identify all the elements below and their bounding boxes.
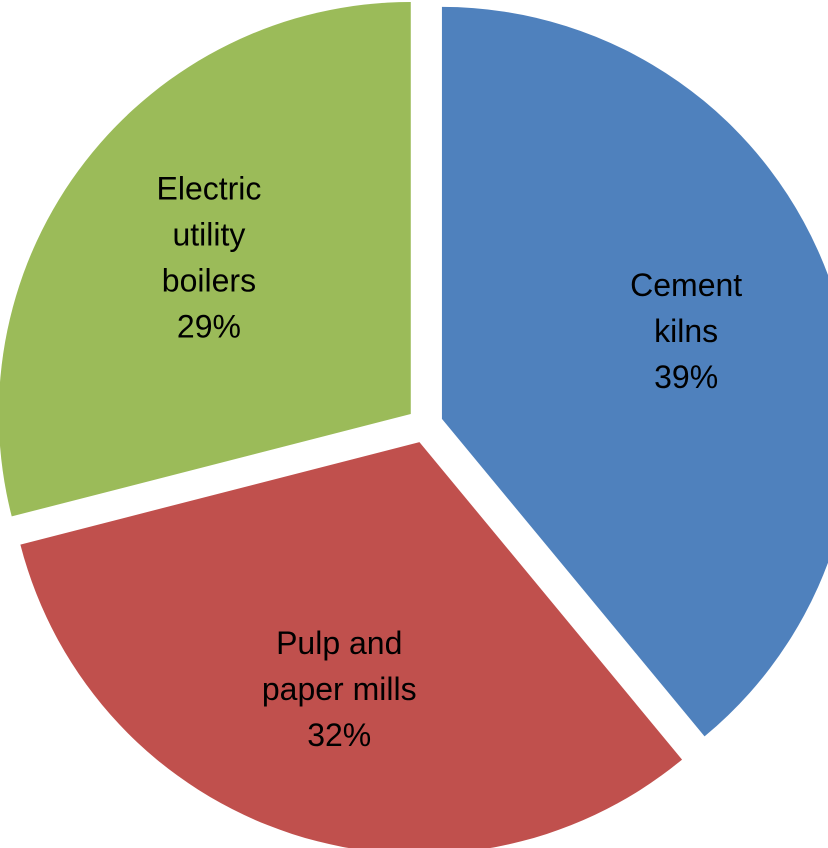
- slice-percent-label: 29%: [177, 308, 241, 344]
- slice-label-cement-kilns: Cement kilns 39%: [630, 267, 742, 395]
- pie-slice-pulp-and-paper-mills: [20, 442, 683, 848]
- slice-name-line: boilers: [162, 262, 256, 298]
- pie-slice-electric-utility-boilers: [0, 1, 411, 517]
- slice-name-line: Pulp and: [276, 625, 402, 661]
- slice-name-line: utility: [172, 216, 245, 252]
- slice-name-line: kilns: [654, 313, 718, 349]
- slice-name-line: Electric: [156, 170, 261, 206]
- slice-name-line: paper mills: [262, 671, 417, 707]
- slice-name-line: Cement: [630, 267, 742, 303]
- slice-percent-label: 39%: [654, 359, 718, 395]
- pie-slice-cement-kilns: [441, 6, 828, 737]
- slice-percent-label: 32%: [307, 717, 371, 753]
- slice-label-pulp-and-paper-mills: Pulp and paper mills 32%: [262, 625, 417, 753]
- slice-label-electric-utility-boilers: Electric utility boilers 29%: [156, 170, 261, 344]
